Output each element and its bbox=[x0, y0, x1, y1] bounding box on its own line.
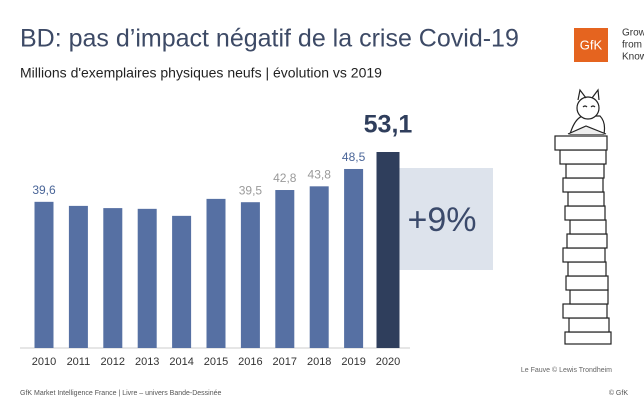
bar bbox=[376, 152, 400, 348]
x-tick-label: 2011 bbox=[67, 356, 91, 368]
caption: Le Fauve © Lewis Trondheim bbox=[521, 366, 612, 374]
logo-text: GfK bbox=[580, 37, 603, 52]
data-label: 39,5 bbox=[239, 183, 263, 197]
x-tick-label: 2017 bbox=[273, 356, 297, 368]
bar bbox=[68, 205, 88, 348]
annotation-box bbox=[392, 168, 493, 270]
x-tick-label: 2013 bbox=[135, 356, 159, 368]
bar bbox=[172, 215, 192, 348]
x-tick-label: 2010 bbox=[32, 356, 56, 368]
x-tick-label: 2015 bbox=[204, 356, 228, 368]
data-label: 53,1 bbox=[364, 111, 413, 139]
data-label: 48,5 bbox=[342, 150, 366, 164]
x-tick-label: 2020 bbox=[376, 356, 400, 368]
data-label: 43,8 bbox=[308, 167, 332, 181]
chart-subtitle: Millions d'exemplaires physiques neufs |… bbox=[20, 65, 382, 81]
x-tick-label: 2018 bbox=[307, 356, 331, 368]
annotation: +9% bbox=[408, 201, 477, 239]
data-label: 42,8 bbox=[273, 171, 297, 185]
x-tick-label: 2019 bbox=[341, 356, 365, 368]
x-tick-label: 2012 bbox=[101, 356, 125, 368]
bar bbox=[309, 186, 329, 348]
logo-line: from bbox=[622, 40, 642, 51]
bar bbox=[344, 168, 364, 348]
illustration bbox=[554, 88, 612, 345]
bar bbox=[275, 190, 295, 348]
bar bbox=[103, 208, 123, 348]
x-tick-label: 2016 bbox=[238, 356, 262, 368]
logo-line: Know bbox=[622, 52, 644, 63]
x-tick-label: 2014 bbox=[169, 356, 193, 368]
footer: GfK Market Intelligence France | Livre –… bbox=[20, 390, 222, 397]
logo-line: Grow bbox=[622, 28, 644, 39]
bar bbox=[206, 198, 226, 348]
bar bbox=[34, 201, 54, 348]
bar bbox=[137, 208, 157, 348]
copyright: © GfK bbox=[609, 389, 628, 397]
data-label: 39,6 bbox=[32, 183, 56, 197]
bar bbox=[240, 202, 260, 348]
chart-title: BD: pas d’impact négatif de la crise Cov… bbox=[20, 25, 519, 53]
logo-mark bbox=[574, 28, 608, 62]
